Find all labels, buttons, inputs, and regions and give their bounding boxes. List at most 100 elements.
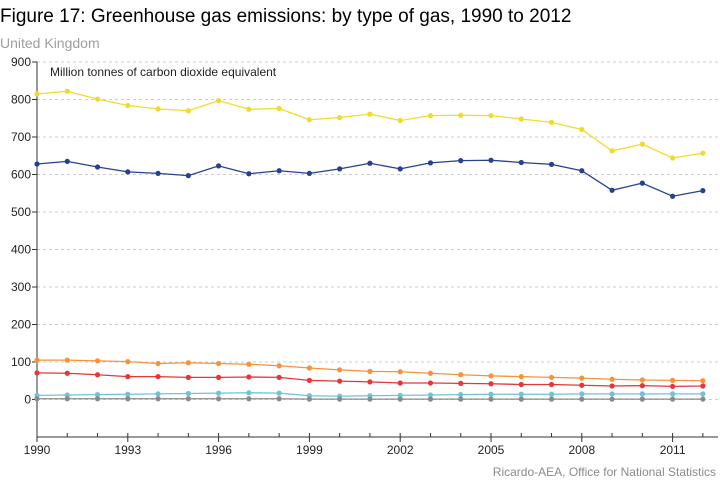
data-point [700,383,706,389]
data-point [670,396,676,402]
data-point [639,396,645,402]
x-tick-label: 2011 [660,443,686,457]
data-point [155,396,161,402]
data-point [518,396,524,402]
data-point [94,96,101,102]
data-point [639,377,645,383]
data-point [216,98,222,104]
data-point [94,396,101,402]
data-point [548,381,555,388]
data-point [34,357,40,363]
data-point [609,187,615,193]
data-point [276,396,282,402]
data-point [670,377,676,383]
data-point [700,391,706,397]
data-point [185,396,191,402]
data-point [306,365,312,371]
series-3 [34,357,706,384]
data-point [125,391,131,397]
x-tick-label: 1999 [296,443,323,457]
data-point [518,374,524,380]
data-point [488,373,494,379]
data-point [64,392,70,398]
data-point [488,391,494,397]
data-point [700,188,706,194]
data-point [397,117,403,124]
data-point [397,166,403,172]
series-6 [34,396,706,402]
data-point [216,390,222,396]
data-point [125,396,131,402]
x-tick-label: 1996 [205,443,232,457]
data-point [548,374,555,380]
data-point [458,112,464,118]
data-point [34,161,40,167]
data-point [306,377,312,383]
data-point [488,396,494,402]
data-point [246,106,252,112]
data-point [670,155,676,161]
data-point [185,108,191,114]
data-point [700,378,706,384]
data-point [609,148,615,154]
data-point [34,91,40,97]
data-point [518,381,524,388]
data-point [427,370,434,376]
data-point [488,113,494,119]
data-point [639,383,645,389]
data-point [155,360,161,367]
data-point [94,392,101,398]
data-point [337,166,343,172]
data-point [579,168,585,174]
data-point [367,111,373,117]
data-point [427,396,434,402]
data-point [125,374,131,380]
data-point [246,361,252,367]
data-point [185,173,191,179]
data-point [639,180,645,186]
data-point [367,379,373,385]
data-point [216,374,222,380]
data-point [427,380,434,386]
data-point [458,392,464,398]
data-point [518,159,524,166]
data-point [185,374,191,380]
data-point [306,396,312,402]
data-point [276,374,282,380]
data-point [518,391,524,397]
data-point [639,141,645,147]
data-point [155,106,161,112]
x-tick-label: 2002 [387,443,414,457]
data-point [64,88,70,94]
data-point [579,391,585,397]
data-point [579,396,585,402]
data-point [639,391,645,397]
gridlines [37,61,718,400]
data-point [155,170,161,176]
data-point [216,360,222,367]
data-point [337,396,343,402]
data-point [246,396,252,402]
data-point [458,372,464,378]
data-point [34,370,40,376]
data-point [397,392,403,398]
data-point [34,396,40,402]
data-point [276,390,282,396]
series-4 [34,370,706,389]
data-point [94,164,101,170]
x-tick-label: 2005 [478,443,505,457]
data-point [367,396,373,402]
data-point [276,363,282,369]
data-point [579,375,585,381]
data-point [700,150,706,156]
data-point [64,158,70,164]
axes: 0 100 200 300 400 500 600 700 800 900 1990 1993 1996… [11,55,718,457]
data-point [609,391,615,397]
data-point [609,383,615,389]
data-point [337,114,343,121]
series-group [34,88,706,402]
data-point [579,126,585,133]
x-tick-label: 2008 [568,443,595,457]
data-point [216,396,222,402]
